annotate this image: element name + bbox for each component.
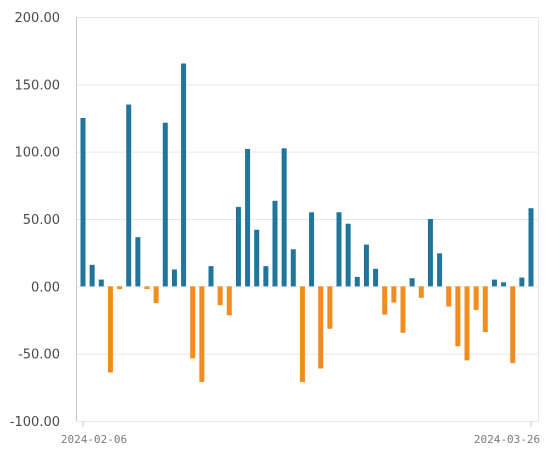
bar [263,266,269,287]
bar [153,286,159,304]
bar [510,286,516,364]
bar [281,148,287,287]
y-tick-label: -100.00 [10,415,60,430]
bar [235,206,241,287]
bar [455,286,461,347]
y-tick-label: 0.00 [31,280,60,295]
bar [318,286,324,369]
bar [144,286,150,290]
bar [126,104,132,287]
bar [117,286,123,290]
bar [208,266,214,287]
bar [373,268,379,287]
bar [309,212,315,287]
bar [217,286,223,306]
bars [80,63,534,382]
bar [135,237,141,287]
bar [382,286,388,315]
bar [336,212,342,287]
bar [162,122,168,287]
y-tick-label: 200.00 [15,11,61,26]
bar [299,286,305,382]
bar [226,286,232,316]
bar [98,279,104,287]
bar [190,286,196,359]
y-tick-label: 100.00 [15,146,61,161]
bar [199,286,205,382]
bar [345,223,351,287]
bar [491,279,497,287]
bar [327,286,333,329]
bar [80,118,86,287]
bar [418,286,424,298]
bar [290,249,296,287]
gridlines [76,17,539,422]
bar [427,219,433,287]
bar [437,253,443,287]
bar [528,208,534,287]
bar [354,276,360,287]
bar [245,148,251,287]
x-tick-label: 2024-02-06 [61,433,127,446]
bar [473,286,479,310]
y-tick-label: 150.00 [15,78,61,93]
bar [464,286,470,361]
bar [171,269,177,287]
bar [409,278,415,287]
tick-labels: 200.00 150.00 100.00 50.00 0.00 -50.00 -100.00… [10,11,540,446]
bar [254,229,260,287]
bar [501,282,507,287]
x-tick-label: 2024-03-26 [474,433,540,446]
bar [391,286,397,303]
bar [89,264,95,287]
bar [482,286,488,333]
axes [76,17,539,427]
bar [272,200,278,287]
bar [181,63,187,287]
y-tick-label: 50.00 [23,213,60,228]
bar [107,286,113,373]
bar [446,286,452,307]
bar [400,286,406,333]
y-tick-label: -50.00 [18,348,60,363]
bar [519,277,525,287]
bar [363,244,369,287]
